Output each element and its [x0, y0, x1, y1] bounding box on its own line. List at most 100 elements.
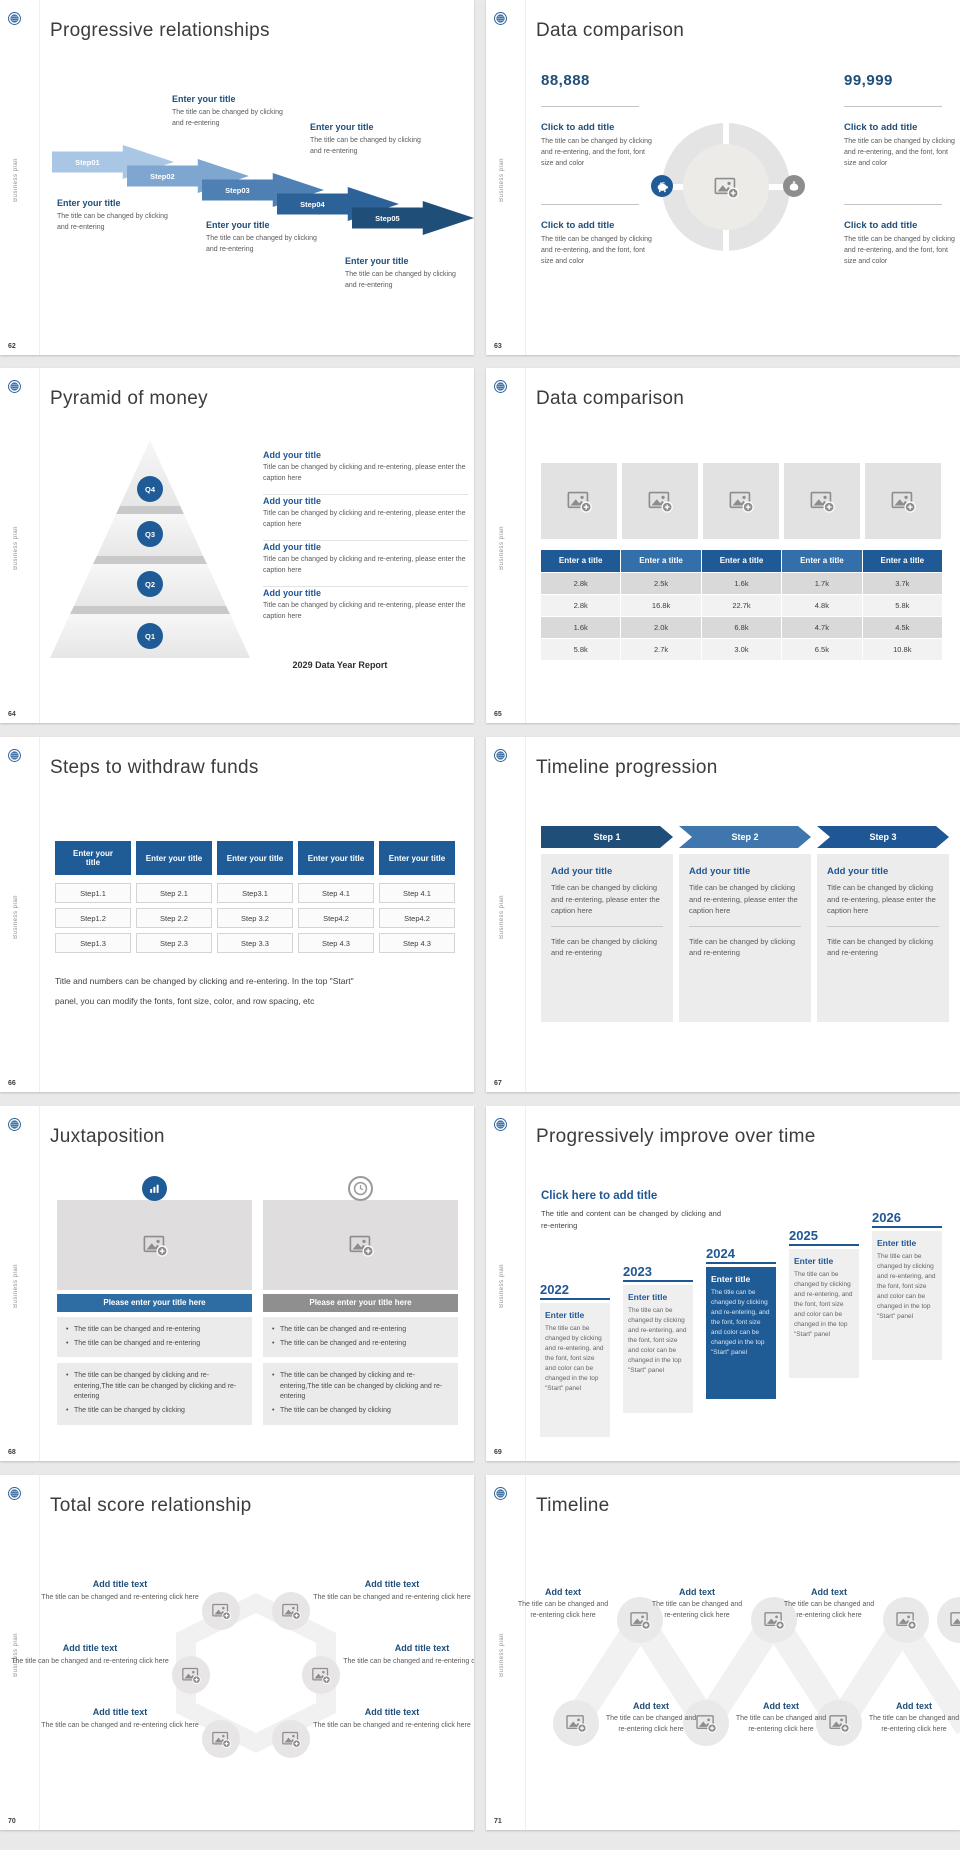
image-add-icon [828, 1712, 850, 1734]
step-box: Step 3.2 [217, 908, 293, 928]
donut-image-frame [662, 123, 790, 251]
image-add-icon [728, 488, 754, 514]
callout-heading: Enter your title [172, 94, 236, 104]
year-underline [623, 1280, 693, 1282]
slide-65-thumbnail[interactable]: Business plan 65 Data comparison Enter a… [486, 368, 960, 723]
image-placeholder[interactable] [751, 1597, 797, 1643]
card-body: The title can be changed by clicking and… [628, 1307, 687, 1374]
school-emblem-icon [8, 12, 21, 25]
image-placeholder[interactable] [622, 463, 698, 539]
divider [551, 925, 663, 927]
image-placeholder[interactable] [865, 463, 941, 539]
slide-title: Data comparison [536, 20, 685, 41]
bar-chart-icon [148, 1182, 161, 1195]
step-box: Step 3.3 [217, 933, 293, 953]
image-add-icon [211, 1729, 231, 1749]
item-heading: Add title text [394, 1643, 450, 1653]
year-underline [789, 1244, 859, 1246]
slide-number: 65 [494, 711, 502, 718]
item-body: Title can be changed by clicking and re-… [263, 510, 466, 528]
step-banner-3: Step 3 [817, 826, 949, 848]
school-emblem-icon [8, 380, 21, 393]
vertical-brand-label: Business plan [13, 158, 19, 202]
vertical-brand-label: Business plan [13, 526, 19, 570]
year-underline [706, 1262, 776, 1264]
table-cell: 3.0k [701, 639, 782, 660]
image-placeholder[interactable] [617, 1597, 663, 1643]
slide-number: 62 [8, 343, 16, 350]
bullet-item: The title can be changed and re-entering [271, 1339, 450, 1350]
image-placeholder[interactable] [302, 1656, 340, 1694]
image-placeholder[interactable] [172, 1656, 210, 1694]
image-placeholder[interactable] [683, 1700, 729, 1746]
slide-70-thumbnail[interactable]: Business plan 70 Total score relationshi… [0, 1475, 474, 1830]
step-box: Step1.1 [55, 883, 131, 903]
callout-body: The title can be changed by clicking and… [844, 138, 955, 167]
card-heading: Enter title [794, 1256, 834, 1266]
year-card: Enter title The title can be changed by c… [540, 1303, 610, 1437]
year-underline [872, 1226, 942, 1228]
callout-heading: Enter your title [345, 256, 409, 266]
slide-63-thumbnail[interactable]: Business plan 63 Data comparison 88,888 … [486, 0, 960, 355]
image-placeholder[interactable] [553, 1700, 599, 1746]
piggy-bank-icon [656, 180, 669, 193]
left-divider [39, 1106, 40, 1461]
slide-71-thumbnail[interactable]: Business plan 71 Timeline Add text The ti… [486, 1475, 960, 1830]
slide-number: 71 [494, 1818, 502, 1825]
image-placeholder[interactable] [57, 1200, 252, 1290]
school-emblem-icon [494, 380, 507, 393]
image-placeholder[interactable] [272, 1720, 310, 1758]
image-placeholder[interactable] [683, 144, 769, 230]
slide-64-thumbnail[interactable]: Business plan 64 Pyramid of money Q4 Q3 … [0, 368, 474, 723]
slide-69-thumbnail[interactable]: Business plan 69 Progressively improve o… [486, 1106, 960, 1461]
left-divider [525, 1106, 526, 1461]
slide-66-thumbnail[interactable]: Business plan 66 Steps to withdraw funds… [0, 737, 474, 1092]
image-placeholder[interactable] [784, 463, 860, 539]
image-add-icon [713, 174, 739, 200]
item-body: The title can be changed and re-entering… [868, 1715, 960, 1733]
callout: Click to add title The title can be chang… [844, 122, 960, 169]
image-placeholder[interactable] [937, 1597, 960, 1643]
year-card: Enter title The title can be changed by c… [623, 1285, 693, 1413]
list-item: Add your title Title can be changed by cl… [263, 542, 468, 587]
card-heading: Enter title [877, 1238, 917, 1248]
bar-chart-badge [142, 1176, 167, 1201]
callout: Click to add title The title can be chang… [541, 220, 659, 267]
bullet-item: The title can be changed by clicking and… [65, 1371, 244, 1403]
divider [827, 925, 939, 927]
image-placeholder[interactable] [202, 1720, 240, 1758]
slide-67-thumbnail[interactable]: Business plan 67 Timeline progression St… [486, 737, 960, 1092]
item-body: The title can be changed and re-entering… [313, 1594, 471, 1601]
slide-title: Steps to withdraw funds [50, 757, 259, 778]
item-heading: Add text [679, 1587, 715, 1597]
image-placeholder[interactable] [272, 1592, 310, 1630]
vertical-brand-label: Business plan [13, 895, 19, 939]
year-label: 2022 [540, 1282, 569, 1297]
image-placeholder[interactable] [883, 1597, 929, 1643]
bullet-item: The title can be changed and re-entering [65, 1325, 244, 1336]
year-label: 2025 [789, 1228, 818, 1243]
column-header: Enter your title [298, 841, 374, 875]
table-cell: 6.5k [782, 639, 862, 660]
step-box: Step 4.1 [379, 883, 455, 903]
slide-62-thumbnail[interactable]: Business plan 62 Progressive relationshi… [0, 0, 474, 355]
item-heading: Add title text [92, 1707, 148, 1717]
item-body: The title can be changed and re-entering… [605, 1715, 697, 1733]
callout-heading: Enter your title [206, 220, 270, 230]
table-cell: 5.8k [541, 639, 621, 660]
image-placeholder[interactable] [202, 1592, 240, 1630]
card-body: The title can be changed by clicking and… [877, 1253, 936, 1320]
image-add-icon [311, 1665, 331, 1685]
money-bag-badge [783, 175, 805, 197]
image-placeholder[interactable] [541, 463, 617, 539]
image-add-icon [181, 1665, 201, 1685]
image-placeholder[interactable] [816, 1700, 862, 1746]
school-emblem-icon [494, 1487, 507, 1500]
slide-68-thumbnail[interactable]: Business plan 68 Juxtaposition Please en… [0, 1106, 474, 1461]
callout-heading: Click to add title [844, 122, 918, 133]
bullet-box: The title can be changed by clicking and… [263, 1363, 458, 1425]
image-placeholder[interactable] [263, 1200, 458, 1290]
image-placeholder[interactable] [703, 463, 779, 539]
year-label: 2026 [872, 1210, 901, 1225]
